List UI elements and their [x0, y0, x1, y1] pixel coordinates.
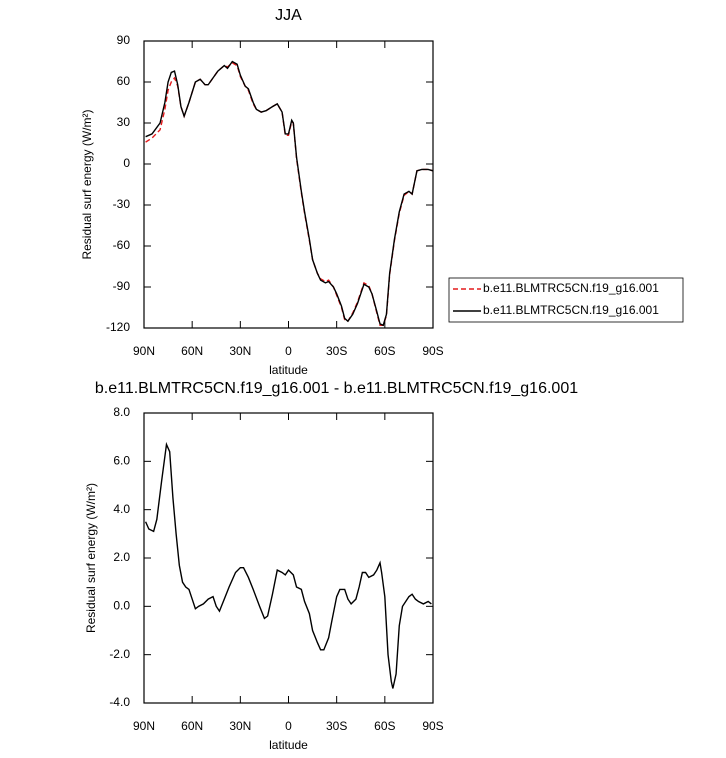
x-tick-label: 90S: [422, 344, 443, 358]
y-tick-label: 90: [117, 33, 131, 47]
x-tick-label: 90N: [133, 719, 155, 733]
x-axis-label: latitude: [269, 363, 308, 377]
legend-label: b.e11.BLMTRC5CN.f19_g16.001: [483, 303, 659, 317]
y-tick-label: 60: [117, 74, 131, 88]
data-line: [145, 60, 434, 327]
data-line: [144, 441, 432, 689]
y-axis-label: Residual surf energy (W/m²): [80, 109, 94, 259]
chart-title: JJA: [275, 7, 302, 24]
y-tick-label: 30: [117, 115, 131, 129]
legend-label: b.e11.BLMTRC5CN.f19_g16.001: [483, 281, 659, 295]
y-tick-label: 2.0: [113, 550, 130, 564]
legend-box: [448, 277, 684, 323]
chart-title: b.e11.BLMTRC5CN.f19_g16.001 - b.e11.BLMT…: [95, 380, 578, 397]
y-tick-label: -60: [113, 238, 131, 252]
y-tick-label: -90: [113, 279, 131, 293]
y-tick-label: 8.0: [113, 405, 130, 419]
y-tick-label: 4.0: [113, 502, 130, 516]
y-tick-label: 0.0: [113, 599, 130, 613]
y-axis-label: Residual surf energy (W/m²): [84, 483, 98, 633]
y-tick-label: 6.0: [113, 454, 130, 468]
x-tick-label: 60N: [181, 719, 203, 733]
x-tick-label: 0: [285, 719, 292, 733]
y-tick-label: -30: [113, 197, 131, 211]
plot-frame: [143, 40, 434, 329]
x-tick-label: 30N: [229, 344, 251, 358]
x-tick-label: 30N: [229, 719, 251, 733]
plot-frame: [143, 412, 434, 704]
x-tick-label: 90S: [422, 719, 443, 733]
y-tick-label: 0: [123, 156, 130, 170]
x-tick-label: 60S: [374, 719, 395, 733]
x-tick-label: 0: [285, 344, 292, 358]
x-tick-label: 60N: [181, 344, 203, 358]
x-tick-label: 30S: [326, 344, 347, 358]
x-tick-label: 90N: [133, 344, 155, 358]
x-tick-label: 30S: [326, 719, 347, 733]
y-tick-label: -4.0: [109, 695, 130, 709]
x-tick-label: 60S: [374, 344, 395, 358]
y-tick-label: -120: [106, 320, 130, 334]
x-axis-label: latitude: [269, 738, 308, 752]
y-tick-label: -2.0: [109, 647, 130, 661]
